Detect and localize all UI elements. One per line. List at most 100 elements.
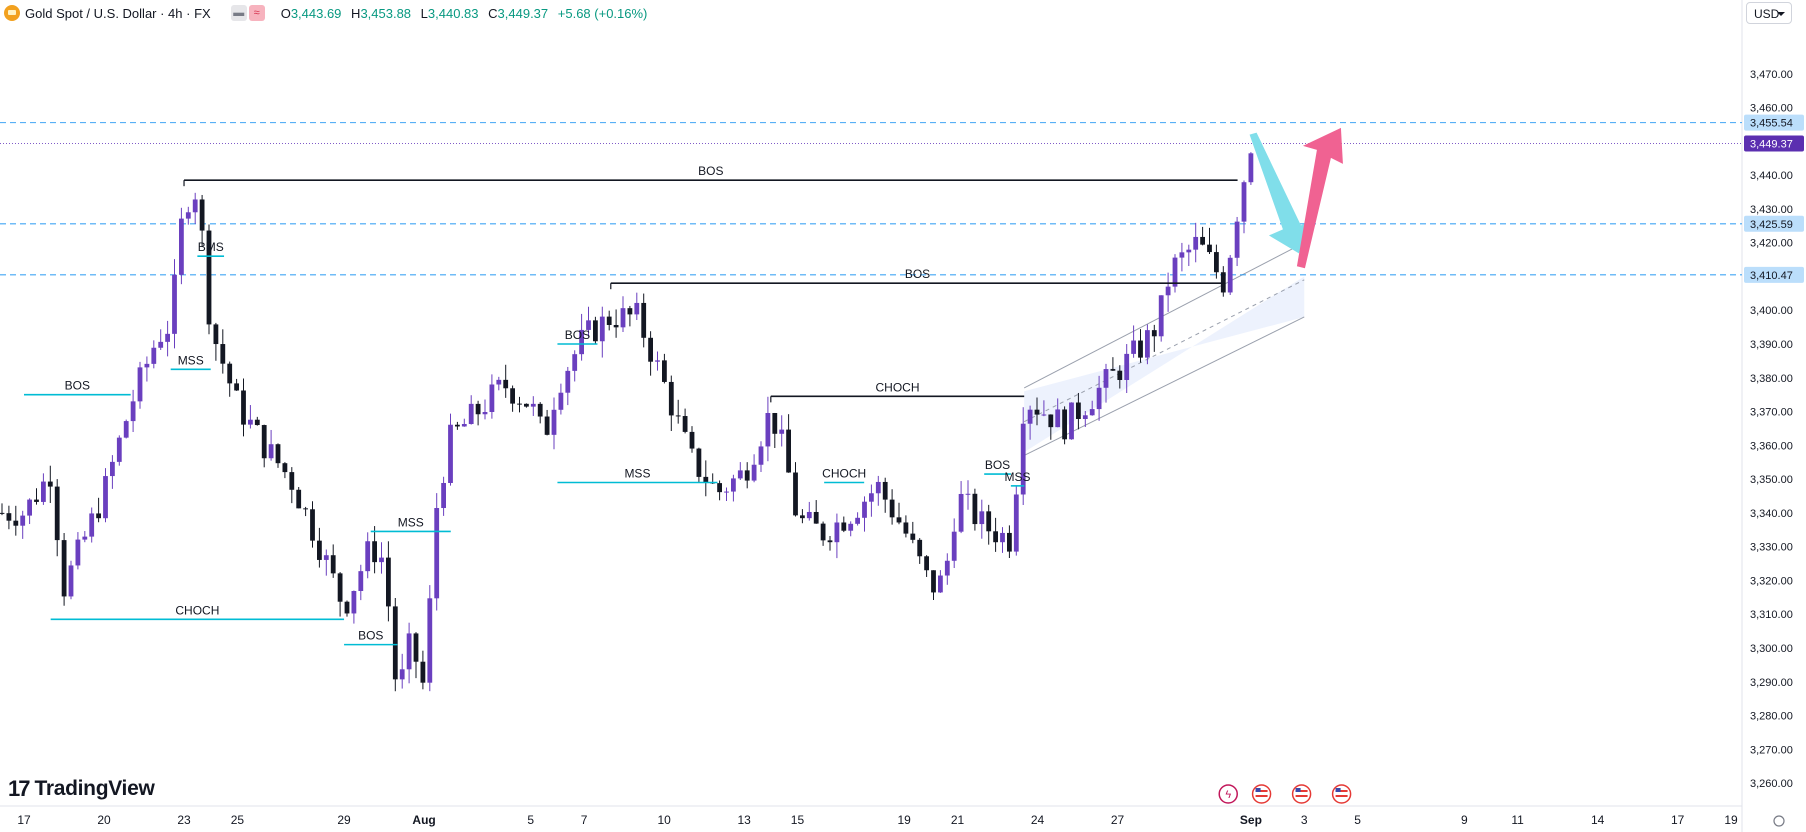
time-axis[interactable]: 17 20 23 25 29 Aug 5 7 10 13 15 19 21 24 27 Sep 3 5 9 11 14 1… xyxy=(17,813,1785,827)
candle-body xyxy=(1048,414,1054,428)
y-tick-label: 3,280.00 xyxy=(1750,711,1793,723)
y-tick-label: 3,330.00 xyxy=(1750,542,1793,554)
candle-body xyxy=(593,320,598,342)
candle-body xyxy=(75,539,81,566)
candle-body xyxy=(296,489,302,509)
y-tick-label: 3,260.00 xyxy=(1750,778,1793,790)
flag-stripe xyxy=(1255,790,1268,792)
y-tick-label: 3,340.00 xyxy=(1750,508,1793,520)
candle-body xyxy=(696,448,702,477)
price-badge-label: 3,449.37 xyxy=(1750,138,1793,150)
candle-body xyxy=(192,199,198,213)
candle-body xyxy=(510,388,515,404)
candle-body xyxy=(420,661,426,683)
candle-body xyxy=(317,540,322,560)
x-tick-label: 10 xyxy=(657,813,671,827)
price-badge xyxy=(1744,266,1804,283)
price-axis[interactable]: 3,260.00 3,270.00 3,280.00 3,290.00 3,300.00… xyxy=(1744,69,1804,790)
candle-body xyxy=(1214,252,1219,273)
flag-stripe xyxy=(1255,795,1268,797)
candle-body xyxy=(34,499,39,502)
candle-body xyxy=(572,354,578,371)
close-value: 3,449.37 xyxy=(497,5,549,21)
candle-body xyxy=(703,476,709,483)
price-badge xyxy=(1744,215,1804,232)
candle-body xyxy=(634,302,640,315)
candle-body xyxy=(227,363,233,384)
candle-body xyxy=(27,499,32,516)
candle-body xyxy=(13,520,19,526)
projection-arrows[interactable] xyxy=(1249,127,1343,269)
candle-body xyxy=(1007,532,1012,552)
structure-label: BMS xyxy=(198,240,224,254)
symbol-legend: Gold Spot / U.S. Dollar · 4h · FX ▬ ≈ O3… xyxy=(4,3,647,23)
candle-body xyxy=(1055,409,1061,428)
candle-body xyxy=(199,199,205,231)
indicator-chips[interactable]: ▬ ≈ xyxy=(230,5,265,21)
x-tick-label: 27 xyxy=(1111,813,1125,827)
candle-body xyxy=(61,540,67,597)
candle-body xyxy=(392,606,398,680)
candle-body xyxy=(675,415,681,417)
x-tick-label: Aug xyxy=(412,813,435,827)
candle-body xyxy=(1158,295,1164,337)
tradingview-wordmark: TradingView xyxy=(34,777,155,800)
x-tick-label: 14 xyxy=(1591,813,1605,827)
flag-canton xyxy=(1335,788,1341,792)
candle-body xyxy=(441,482,446,509)
candle-body xyxy=(1151,330,1157,337)
minus-icon[interactable]: ▬ xyxy=(230,5,247,21)
candle-body xyxy=(889,499,895,518)
candle-body xyxy=(1241,182,1247,222)
y-tick-label: 3,320.00 xyxy=(1750,575,1793,587)
candle-body xyxy=(972,493,978,525)
candle-body xyxy=(1041,414,1047,416)
candle-body xyxy=(724,491,729,493)
candle-body xyxy=(275,444,281,464)
y-tick-label: 3,460.00 xyxy=(1750,103,1793,115)
x-tick-label: 29 xyxy=(337,813,351,827)
candle-body xyxy=(1076,402,1081,419)
candle-body xyxy=(1234,221,1240,258)
candle-body xyxy=(958,493,964,532)
structure-label: BOS xyxy=(905,267,930,281)
candle-body xyxy=(1248,153,1254,183)
structure-label: MSS xyxy=(178,353,204,367)
symbol-title[interactable]: Gold Spot / U.S. Dollar · 4h · FX xyxy=(25,5,211,21)
candlestick-series xyxy=(0,152,1254,692)
x-tick-label: 21 xyxy=(951,813,965,827)
candle-body xyxy=(89,513,95,537)
x-tick-label: 11 xyxy=(1511,813,1524,827)
candle-body xyxy=(1193,236,1199,250)
structure-label: CHOCH xyxy=(822,466,866,480)
candle-body xyxy=(158,341,164,348)
wave-icon[interactable]: ≈ xyxy=(248,5,265,21)
candle-body xyxy=(931,570,936,593)
channel-fill xyxy=(1024,276,1305,453)
tradingview-logo[interactable]: 17 TradingView xyxy=(8,776,155,802)
candle-body xyxy=(862,501,867,518)
lightning-event-icon xyxy=(1218,784,1238,804)
candle-body xyxy=(793,472,798,516)
candle-body xyxy=(254,419,260,426)
candle-body xyxy=(475,403,481,415)
economic-events[interactable]: ϟ xyxy=(1218,784,1352,804)
currency-selector[interactable]: USD xyxy=(1746,2,1792,24)
candle-body xyxy=(461,424,467,427)
x-tick-label: 19 xyxy=(897,813,911,827)
candle-body xyxy=(116,437,122,462)
us-flag-event-icon xyxy=(1251,784,1272,804)
flag-stripe xyxy=(1335,790,1348,792)
price-badge xyxy=(1744,135,1804,152)
candle-body xyxy=(813,511,819,524)
candle-body xyxy=(786,429,791,473)
candle-body xyxy=(6,513,12,521)
candle-body xyxy=(344,601,350,614)
candle-body xyxy=(503,379,509,389)
candle-body xyxy=(951,531,957,561)
candle-body xyxy=(903,522,909,534)
candle-body xyxy=(206,230,212,325)
candle-body xyxy=(544,416,550,435)
